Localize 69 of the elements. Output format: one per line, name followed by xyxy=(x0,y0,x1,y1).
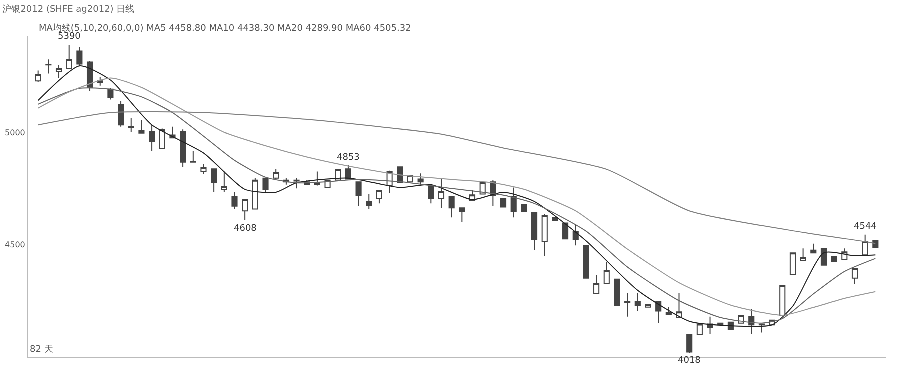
chart-title: 沪银2012 (SHFE ag2012) 日线 xyxy=(2,4,135,15)
candlestick xyxy=(221,171,228,193)
candlestick xyxy=(438,178,445,209)
y-tick-label: 5000 xyxy=(5,128,26,138)
candlestick xyxy=(696,324,703,336)
candlestick xyxy=(780,285,786,316)
candlestick xyxy=(232,192,238,210)
candlestick xyxy=(242,199,248,222)
annotation: 4018 xyxy=(678,356,702,366)
candlestick xyxy=(480,182,486,195)
line-series xyxy=(38,111,876,244)
candlestick xyxy=(138,120,145,134)
candlestick xyxy=(852,268,858,285)
candlestick xyxy=(356,182,362,207)
candlestick xyxy=(180,129,186,168)
candlestick xyxy=(211,168,218,193)
candlestick xyxy=(459,208,466,223)
candlestick xyxy=(634,292,641,312)
candlestick xyxy=(820,248,828,266)
candlestick xyxy=(428,185,434,204)
candlestick xyxy=(748,308,755,336)
candlestick xyxy=(614,278,620,306)
annotation: 4853 xyxy=(337,153,360,163)
candlestick xyxy=(758,324,765,334)
candlestick xyxy=(800,248,806,262)
candlestick xyxy=(294,178,300,190)
candlestick xyxy=(35,70,42,83)
annotation: 4544 xyxy=(854,222,878,232)
candlestick xyxy=(128,118,134,134)
annotation: 4608 xyxy=(234,224,258,234)
candlestick xyxy=(118,101,124,128)
candlestick xyxy=(686,334,693,354)
candlestick xyxy=(149,124,156,152)
y-tick-label: 4500 xyxy=(5,240,26,250)
candlestick xyxy=(676,292,682,318)
annotation: 5390 xyxy=(58,32,82,42)
candlestick xyxy=(97,76,104,86)
candlestick xyxy=(273,168,280,181)
candlestick xyxy=(831,256,838,262)
annotation: 82 天 xyxy=(30,344,54,355)
candlestick xyxy=(448,196,455,218)
candlestick xyxy=(521,204,528,212)
candlestick xyxy=(252,178,258,210)
candlestick xyxy=(56,64,62,79)
candlestick xyxy=(790,252,796,276)
candlestick xyxy=(624,292,631,318)
candlestick xyxy=(190,150,196,163)
candlestick xyxy=(645,304,652,308)
candlestick xyxy=(532,212,538,251)
candlestick xyxy=(542,214,548,256)
candlestick xyxy=(66,44,72,70)
candlestick xyxy=(159,128,166,149)
candlestick xyxy=(500,198,507,208)
candlestick xyxy=(366,194,372,210)
candlestick xyxy=(76,46,83,67)
candlestick xyxy=(572,224,579,246)
candlestick xyxy=(510,187,517,218)
candlestick xyxy=(810,243,817,254)
candlestick xyxy=(418,173,424,186)
candlestick xyxy=(314,171,320,186)
candlestick xyxy=(562,222,569,240)
candlestick xyxy=(376,190,382,204)
candlestick xyxy=(594,275,600,294)
candlestick xyxy=(262,178,269,193)
candlestick xyxy=(46,59,52,74)
candlestick xyxy=(604,262,610,285)
candlestick xyxy=(200,164,207,175)
candlestick xyxy=(583,245,590,279)
candlestick xyxy=(862,234,868,256)
